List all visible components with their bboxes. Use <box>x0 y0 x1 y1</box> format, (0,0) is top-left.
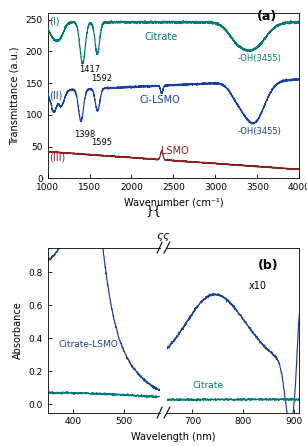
Text: 1592: 1592 <box>91 74 112 83</box>
Text: $\}\{$: $\}\{$ <box>145 203 162 219</box>
Y-axis label: Transmittance (a.u.): Transmittance (a.u.) <box>10 46 20 145</box>
Text: -OH(3455): -OH(3455) <box>238 127 282 136</box>
Text: 1595: 1595 <box>91 138 112 147</box>
Text: x10: x10 <box>248 281 266 291</box>
Text: (b): (b) <box>258 259 279 272</box>
Text: -OH(3455): -OH(3455) <box>238 54 282 63</box>
Text: (III): (III) <box>49 153 65 162</box>
Text: $\varsigma\varsigma$: $\varsigma\varsigma$ <box>156 231 171 243</box>
Y-axis label: Absorbance: Absorbance <box>13 301 23 359</box>
Text: Ci-LSMO: Ci-LSMO <box>140 95 181 105</box>
Text: (I): (I) <box>49 17 60 27</box>
Text: (a): (a) <box>257 10 278 23</box>
Text: Citrate: Citrate <box>144 32 177 42</box>
Text: (II): (II) <box>49 91 63 100</box>
Text: LSMO: LSMO <box>161 146 188 156</box>
Text: Citrate: Citrate <box>192 381 223 390</box>
X-axis label: Wavenumber (cm⁻¹): Wavenumber (cm⁻¹) <box>124 198 223 208</box>
Text: 1417: 1417 <box>79 65 100 74</box>
Text: 1398: 1398 <box>74 130 95 139</box>
Text: Citrate-LSMO: Citrate-LSMO <box>58 339 118 349</box>
Text: Wavelength (nm): Wavelength (nm) <box>131 432 216 442</box>
